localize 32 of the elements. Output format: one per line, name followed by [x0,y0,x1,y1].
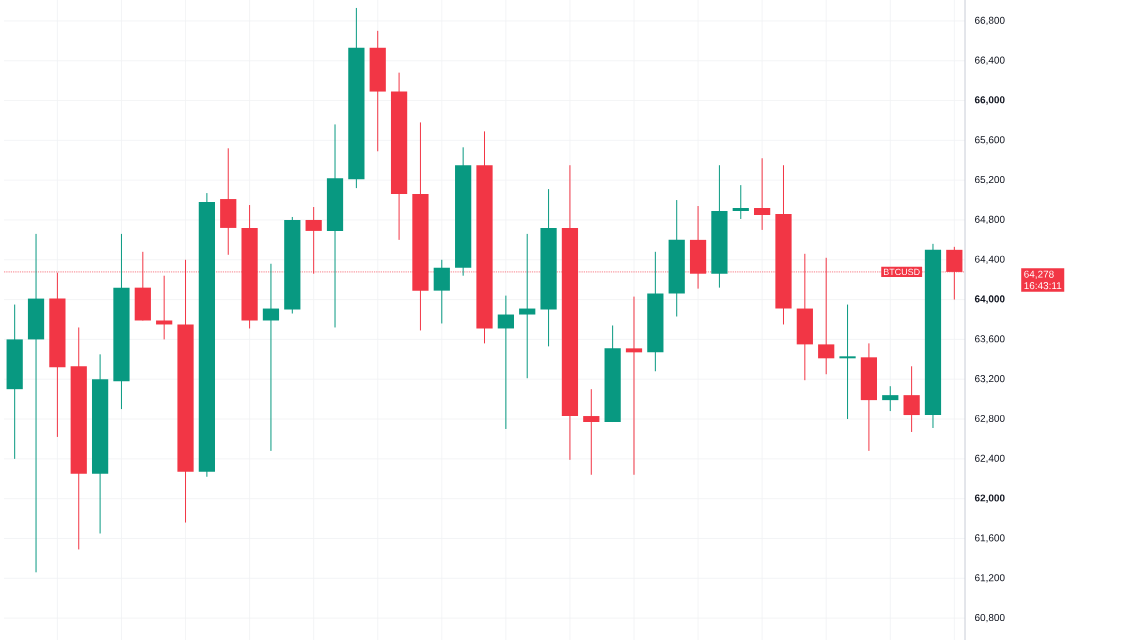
y-tick-label: 62,800 [975,414,1005,424]
y-tick-label: 66,000 [974,96,1005,105]
y-tick-label: 63,600 [975,335,1005,344]
candlestick [27,233,45,573]
y-tick-label: 65,600 [975,136,1005,145]
y-tick-label: 64,800 [975,215,1005,225]
candlestick [903,365,920,433]
candlestick [625,296,643,476]
y-tick-label: 64,000 [974,295,1005,304]
candlestick [519,233,536,379]
y-tick-label: 61,600 [975,534,1005,543]
candlestick [156,275,173,340]
text: 16:43:11 [1024,282,1062,290]
candlestick [839,304,856,420]
candlestick [262,263,280,452]
candlestick [882,385,899,412]
y-tick-label: 60,800 [975,613,1005,623]
y-tick-label: 65,200 [975,176,1005,185]
text: 64,278 [1024,270,1054,279]
y-tick-label: 62,400 [975,454,1005,463]
y-tick-label: 64,400 [975,255,1005,264]
y-tick-label: 62,000 [974,494,1005,503]
ref-line-label: BTCUSD [883,268,920,276]
candlestick [732,184,749,220]
candlestick [754,157,771,231]
y-tick-label: 63,200 [975,375,1005,384]
y-tick-label: 66,800 [975,16,1005,26]
y-tick-label: 61,200 [975,574,1005,583]
candlestick [433,259,450,324]
y-tick-label: 66,400 [975,56,1005,65]
candlestick [497,295,514,430]
candlestick [583,388,600,476]
